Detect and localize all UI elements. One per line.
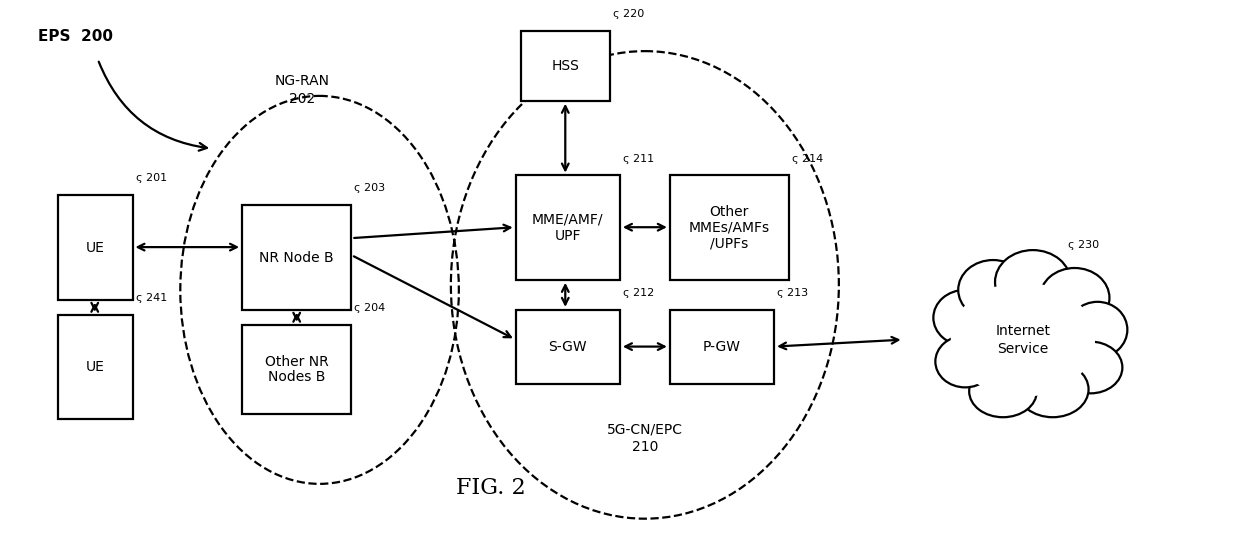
Text: Other: Other xyxy=(709,205,749,219)
Text: ς 220: ς 220 xyxy=(613,9,645,19)
Text: 210: 210 xyxy=(631,440,658,454)
Text: Other NR: Other NR xyxy=(265,355,329,369)
Ellipse shape xyxy=(959,260,1028,320)
Ellipse shape xyxy=(970,365,1037,417)
FancyBboxPatch shape xyxy=(521,31,610,101)
Text: ς 213: ς 213 xyxy=(777,288,808,298)
Text: /UPFs: /UPFs xyxy=(711,236,749,250)
Ellipse shape xyxy=(934,290,997,346)
Text: MME/AMF/: MME/AMF/ xyxy=(532,213,604,227)
Text: MMEs/AMFs: MMEs/AMFs xyxy=(689,221,770,235)
Ellipse shape xyxy=(1068,302,1127,357)
Text: NR Node B: NR Node B xyxy=(259,250,334,264)
Ellipse shape xyxy=(935,335,994,387)
Text: ς 212: ς 212 xyxy=(622,288,655,298)
Ellipse shape xyxy=(951,282,1095,397)
Text: ς 214: ς 214 xyxy=(792,154,823,164)
Ellipse shape xyxy=(944,275,1102,404)
FancyBboxPatch shape xyxy=(242,205,351,310)
Text: Nodes B: Nodes B xyxy=(268,370,325,385)
Text: UE: UE xyxy=(86,241,104,255)
Ellipse shape xyxy=(994,250,1070,314)
Text: 202: 202 xyxy=(289,92,315,106)
Text: ς 204: ς 204 xyxy=(355,303,386,313)
Text: UPF: UPF xyxy=(554,228,582,243)
FancyBboxPatch shape xyxy=(58,315,133,419)
Ellipse shape xyxy=(1059,342,1122,393)
Text: UE: UE xyxy=(86,360,104,374)
Text: NG-RAN: NG-RAN xyxy=(274,74,329,88)
FancyBboxPatch shape xyxy=(670,310,774,384)
Text: EPS  200: EPS 200 xyxy=(38,29,113,44)
Text: ς 203: ς 203 xyxy=(355,184,386,193)
Ellipse shape xyxy=(1040,268,1110,327)
FancyBboxPatch shape xyxy=(516,175,620,280)
Text: ς 201: ς 201 xyxy=(135,173,166,184)
Text: Internet: Internet xyxy=(996,324,1050,338)
Text: ς 230: ς 230 xyxy=(1068,240,1099,250)
Text: Service: Service xyxy=(997,341,1049,356)
Text: ς 211: ς 211 xyxy=(622,154,655,164)
FancyBboxPatch shape xyxy=(242,325,351,414)
Text: P-GW: P-GW xyxy=(703,340,742,354)
FancyBboxPatch shape xyxy=(58,195,133,300)
Text: FIG. 2: FIG. 2 xyxy=(456,477,526,499)
FancyBboxPatch shape xyxy=(516,310,620,384)
Text: ς 241: ς 241 xyxy=(135,293,166,303)
Text: 5G-CN/EPC: 5G-CN/EPC xyxy=(606,422,683,436)
FancyBboxPatch shape xyxy=(670,175,789,280)
Text: HSS: HSS xyxy=(552,59,579,73)
Text: S-GW: S-GW xyxy=(548,340,587,354)
Ellipse shape xyxy=(1017,362,1089,417)
